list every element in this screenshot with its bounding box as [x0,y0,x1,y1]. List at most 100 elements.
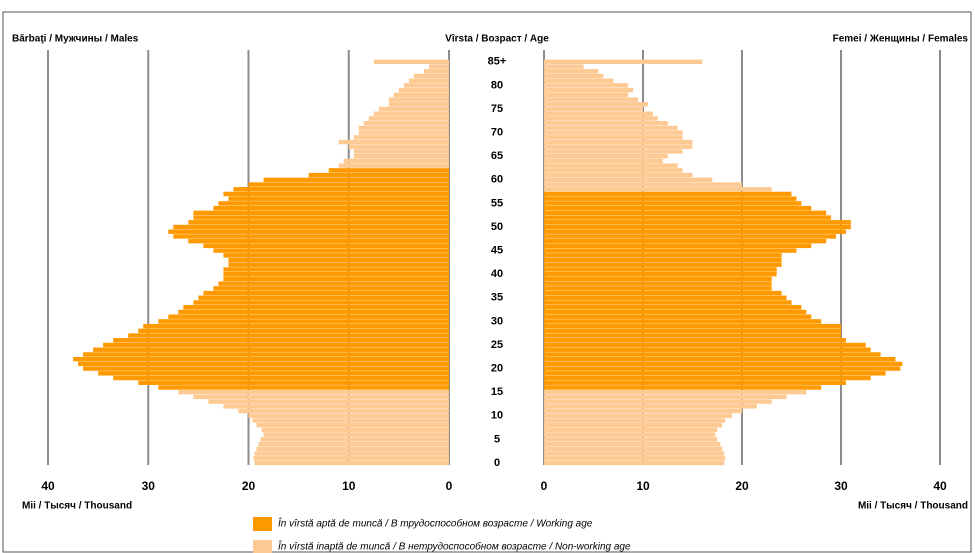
bar [228,196,449,201]
bar [408,78,449,83]
bar [544,451,725,456]
bar [98,371,449,376]
bar [544,404,757,409]
bar [228,257,449,263]
bar [138,328,449,334]
x-tick-label: 0 [541,479,548,493]
bar [173,224,449,230]
bar [544,78,614,83]
bar [544,276,772,282]
bar [544,196,797,201]
age-label: 70 [491,127,503,139]
bar [544,295,787,300]
bar [544,319,822,324]
bar [544,413,733,418]
x-tick-label: 20 [242,479,256,493]
bar [544,229,846,234]
bar [544,432,716,437]
bar [103,342,449,348]
bar [93,347,450,352]
x-tick-label: 30 [834,479,848,493]
bar [544,347,871,352]
bar [544,191,792,197]
bar [544,290,782,296]
bar [183,305,449,310]
bar [544,83,629,88]
x-tick-label: 20 [735,479,749,493]
bar [213,248,449,253]
bar [393,92,449,98]
bar [544,215,832,220]
bar [544,380,846,385]
bar [544,460,725,466]
left-label: Bărbaţi / Мужчины / Males [12,34,139,45]
bar [544,253,782,258]
bar [78,361,449,367]
bar [173,234,449,239]
bar [193,300,449,305]
bar [358,125,449,131]
bar [544,64,584,69]
bar [113,375,449,381]
bar [363,120,449,126]
bar [373,59,449,64]
bar [544,305,802,310]
bar [308,172,449,178]
age-label: 25 [491,339,503,351]
bar [544,300,792,305]
bar [544,111,653,116]
bar [83,352,450,357]
x-tick-label: 40 [41,479,55,493]
bar [544,59,703,64]
bar [544,441,721,447]
bar [203,243,449,249]
bar [544,394,787,400]
x-tick-label: 0 [446,479,453,493]
bar [338,139,449,145]
bar [113,338,449,343]
bar [544,135,683,140]
bar [223,267,449,272]
x-tick-label: 10 [342,479,356,493]
bar [544,385,822,390]
bar [233,187,449,192]
bar [544,262,782,267]
bar [253,456,449,461]
bar [128,333,449,338]
bar [544,423,723,428]
bar [544,149,683,154]
age-label: 15 [491,386,503,398]
bar [544,154,668,159]
bar [213,205,449,211]
bar [260,437,449,442]
bar [544,97,639,102]
bar [158,319,449,324]
bar [178,390,449,395]
bar [228,262,449,267]
bar [254,460,449,466]
bar [83,366,450,371]
bar [263,177,449,182]
bar [544,130,683,135]
bar [193,215,449,220]
bar [223,191,449,197]
age-label: 55 [491,197,503,209]
bar [388,102,449,107]
age-label: 20 [491,363,503,375]
bar [544,356,896,362]
bar [73,356,449,362]
bar [544,139,693,145]
bar [413,73,449,79]
bar [544,168,683,173]
bar [218,281,449,286]
x-tick-label: 40 [933,479,947,493]
bar [193,210,449,216]
bar [353,154,449,159]
bar [544,375,871,381]
bar [544,333,841,338]
bar [544,106,643,112]
bar [544,210,827,216]
age-label: 30 [491,315,503,327]
bar [248,182,449,187]
bar [256,423,449,428]
